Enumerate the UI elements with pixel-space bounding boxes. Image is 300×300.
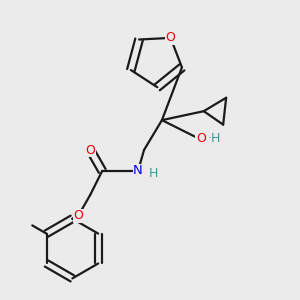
Text: O: O: [166, 32, 176, 44]
Text: ·H: ·H: [208, 133, 221, 146]
Text: H: H: [148, 167, 158, 180]
Text: O: O: [85, 143, 95, 157]
Text: O: O: [74, 209, 83, 222]
Text: O: O: [196, 132, 206, 145]
Text: N: N: [133, 164, 143, 177]
